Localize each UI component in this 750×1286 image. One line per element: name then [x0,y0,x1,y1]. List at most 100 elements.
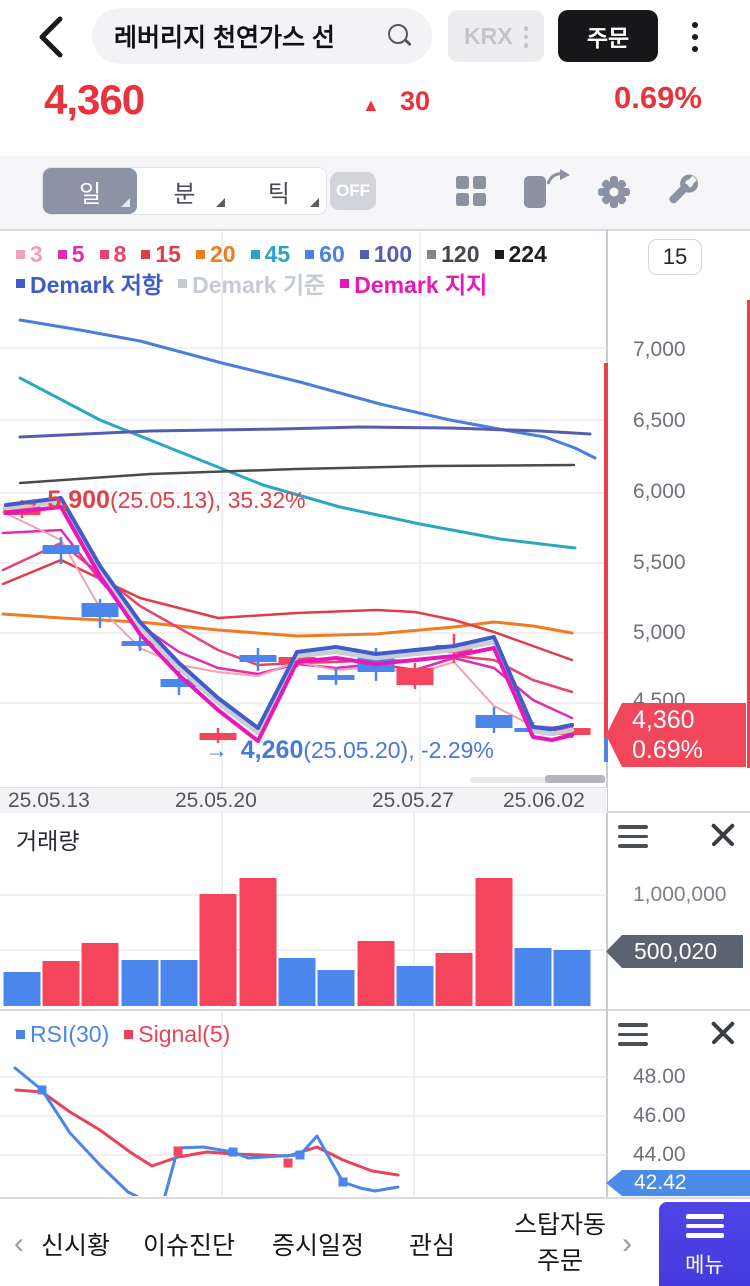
legend-item: 60 [305,241,345,268]
legend-swatch-icon [124,1030,134,1039]
settings-gear-icon[interactable] [596,174,632,210]
price-tick: 5,000 [633,621,686,644]
legend-swatch-icon [99,250,109,259]
legend-swatch-icon [16,1030,25,1039]
date-axis [0,787,607,813]
overflow-menu-icon[interactable] [692,16,698,58]
symbol-search-field[interactable]: 레버리지 천연가스 선 [92,8,432,64]
order-button[interactable]: 주문 [558,10,658,62]
badge-price: 4,360 [632,706,695,734]
price-range-bar-red [604,363,608,737]
nav-two-line-2: 주문 [536,1247,583,1275]
low-annotation-price: 4,260 [240,736,304,764]
legend-label: Demark 저항 [30,272,164,298]
screen-edge-indicator-bar [746,300,750,768]
chart-scrollbar-handle[interactable] [545,775,605,783]
high-annotation-price: 5,900 [47,486,110,514]
off-toggle[interactable]: OFF [330,172,376,210]
legend-item: Demark 저항 [16,266,163,300]
price-change: 30 [400,86,431,116]
high-annotation-arrow-icon: → [18,487,41,513]
main-candlestick-chart[interactable] [0,230,607,787]
layout-grid-icon[interactable] [456,176,486,206]
nav-item[interactable]: 관심 [409,1231,456,1260]
chart-toolbar: 일 분 틱 OFF [0,156,750,229]
krx-exchange-button[interactable]: KRX [448,10,544,62]
timeframe-day-button[interactable]: 일 [43,168,138,214]
nav-scroll-right-icon[interactable]: › [622,1227,632,1260]
legend-swatch-icon [340,278,350,288]
current-price-badge: 4,360 0.69% [606,703,746,767]
symbol-name: 레버리지 천연가스 선 [114,24,335,52]
legend-item: 20 [195,241,236,268]
legend-swatch-icon [359,250,369,259]
price-tick: 7,000 [633,338,686,361]
legend-item: 100 [359,241,413,268]
rsi-badge-value: 42.42 [634,1171,687,1194]
legend-label: 224 [508,241,547,267]
legend-swatch-icon [195,250,205,259]
krx-label: KRX [464,22,513,49]
chart-scrollbar-track[interactable] [470,777,607,783]
krx-dots-icon [523,22,528,52]
badge-percent: 0.69% [632,736,703,764]
rsi-line-chart[interactable] [0,1012,607,1196]
legend-item: RSI(30) [16,1021,109,1048]
nav-item[interactable]: 신시황 [41,1231,111,1260]
rsi-tick: 46.00 [633,1104,686,1127]
timeframe-minute-button[interactable]: 분 [137,168,231,214]
legend-item: 8 [99,241,126,268]
high-annotation-rest: (25.05.13), 35.32% [109,487,306,513]
rsi-panel-close-icon[interactable] [710,1020,736,1046]
volume-panel-close-icon[interactable] [710,822,736,848]
legend-label: 120 [441,241,480,267]
nav-item[interactable]: 이슈진단 [143,1231,236,1260]
legend-swatch-icon [494,250,504,259]
tools-wrench-icon[interactable] [662,172,700,210]
volume-panel-menu-icon[interactable] [618,825,648,854]
legend-label: 15 [155,241,181,267]
legend-swatch-icon [57,250,67,259]
legend-item: Demark 지지 [340,266,487,300]
low-annotation-arrow-icon: → [205,737,228,763]
legend-swatch-icon [178,278,188,288]
legend-item: Signal(5) [124,1021,230,1048]
legend-label: RSI(30) [30,1021,110,1047]
rsi-tick: 44.00 [633,1143,686,1166]
legend-label: Demark 기준 [192,272,326,298]
legend-label: Demark 지지 [354,272,488,298]
order-label: 주문 [586,25,630,51]
nav-item[interactable]: 증시일정 [272,1231,365,1260]
price-tick: 6,500 [633,409,686,432]
rotate-screen-icon[interactable] [524,176,546,208]
legend-item: 224 [494,241,547,268]
nav-scroll-left-icon[interactable]: ‹ [14,1227,24,1260]
ma-legend: 3 5 8 15 20 45 60 100 120 224 [16,241,547,268]
volume-bar-chart[interactable] [0,812,607,1008]
legend-label: 100 [373,241,413,267]
nav-item-stop-auto-order[interactable]: 스탑자동 주문 [505,1207,615,1279]
legend-label: 5 [71,241,85,267]
legend-item: Demark 기준 [178,266,325,300]
back-icon[interactable] [36,14,66,60]
bottom-navigation: ‹ › 신시황 이슈진단 증시일정 관심 스탑자동 주문 [0,1197,750,1286]
timeframe-tick-button[interactable]: 틱 [232,168,326,214]
menu-hamburger-icon [685,1209,724,1243]
rsi-badge: 42.42 [606,1170,750,1196]
legend-label: 20 [209,241,236,267]
legend-item: 3 [16,241,43,268]
timeframe-segmented-control: 일 분 틱 [42,167,327,215]
rsi-panel-menu-icon[interactable] [618,1023,648,1052]
menu-button[interactable]: 메뉴 [659,1202,750,1286]
legend-swatch-icon [16,250,25,259]
rsi-legend: RSI(30) Signal(5) [16,1021,230,1048]
current-price: 4,360 [44,76,145,123]
volume-title: 거래량 [16,828,80,854]
timeframe-tick-label: 틱 [267,180,290,208]
nav-two-line-1: 스탑자동 [513,1211,606,1239]
low-annotation-rest: (25.05.20), -2.29% [303,737,494,763]
period-box[interactable]: 15 [648,239,702,275]
price-range-bar-blue [604,737,608,762]
price-change-percent: 0.69% [614,80,702,115]
